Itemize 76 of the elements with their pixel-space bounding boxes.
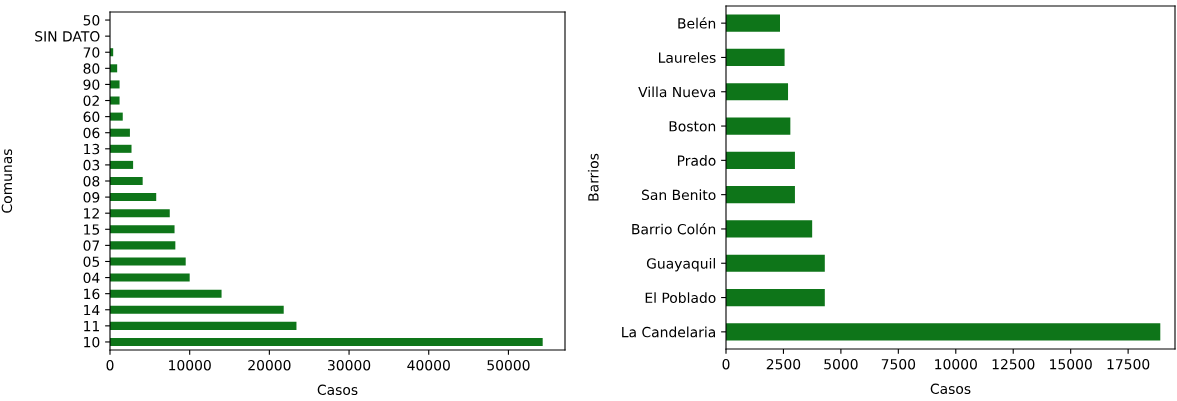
x-tick-label: 30000 bbox=[328, 359, 371, 371]
y-tick-label: 70 bbox=[83, 47, 100, 58]
bar bbox=[110, 176, 143, 186]
bar bbox=[110, 112, 123, 121]
bar bbox=[726, 14, 780, 32]
bar bbox=[110, 321, 297, 330]
y-tick-label: Villa Nueva bbox=[638, 86, 716, 98]
y-tick-label: Prado bbox=[677, 155, 716, 166]
y-tick-label: 80 bbox=[83, 63, 100, 74]
x-tick-label: 7500 bbox=[881, 358, 916, 370]
y-tick-label: 05 bbox=[83, 256, 100, 267]
y-tick-label: 02 bbox=[83, 95, 99, 106]
y-tick-label: San Benito bbox=[641, 189, 716, 201]
bar bbox=[110, 273, 190, 282]
bar bbox=[726, 117, 791, 135]
bar bbox=[110, 80, 120, 89]
bar bbox=[110, 241, 176, 250]
y-tick-label: 15 bbox=[84, 224, 100, 235]
y-tick-label: El Poblado bbox=[645, 292, 716, 304]
bar bbox=[110, 160, 134, 169]
bar bbox=[726, 254, 825, 272]
y-tick-label: 08 bbox=[83, 175, 100, 187]
bar bbox=[110, 257, 186, 266]
x-tick-label: 20000 bbox=[248, 359, 291, 371]
y-tick-label: 90 bbox=[83, 79, 100, 90]
x-tick-label: 50000 bbox=[487, 359, 530, 371]
x-axis-title: Casos bbox=[930, 383, 971, 395]
x-tick-label: 10000 bbox=[169, 359, 211, 371]
y-tick-label: 11 bbox=[84, 321, 99, 332]
x-tick-label: 10000 bbox=[935, 358, 977, 370]
bar bbox=[726, 151, 795, 169]
x-tick-label: 0 bbox=[106, 359, 114, 371]
x-tick-label: 17500 bbox=[1107, 358, 1150, 370]
y-tick-label: 04 bbox=[83, 272, 100, 284]
x-tick-label: 40000 bbox=[407, 359, 450, 371]
bar bbox=[110, 209, 170, 218]
bar bbox=[110, 289, 222, 298]
bar bbox=[726, 186, 795, 204]
bar bbox=[726, 288, 825, 307]
y-tick-label: Guayaquil bbox=[646, 257, 715, 272]
bar bbox=[110, 337, 543, 346]
x-tick-label: 12500 bbox=[992, 358, 1035, 370]
x-axis-title: Casos bbox=[317, 384, 358, 396]
x-tick-label: 2500 bbox=[766, 358, 801, 370]
bar bbox=[726, 83, 789, 101]
bar bbox=[110, 128, 130, 137]
y-tick-label: 03 bbox=[83, 159, 100, 171]
y-tick-label: Laureles bbox=[659, 52, 716, 63]
y-tick-label: 09 bbox=[83, 192, 100, 203]
y-tick-label: La Candelaria bbox=[622, 326, 716, 338]
y-tick-label: 12 bbox=[84, 208, 99, 219]
y-tick-label: 13 bbox=[84, 143, 100, 155]
bar bbox=[726, 323, 1161, 341]
x-tick-label: 5000 bbox=[824, 358, 858, 370]
bar bbox=[110, 96, 120, 105]
x-tick-label: 0 bbox=[722, 358, 730, 370]
y-tick-label: 60 bbox=[83, 111, 100, 123]
bar bbox=[110, 193, 157, 202]
y-axis-title: Barrios bbox=[587, 153, 599, 201]
x-tick-label: 15000 bbox=[1050, 358, 1092, 370]
y-tick-label: Boston bbox=[669, 121, 716, 132]
y-tick-label: 16 bbox=[84, 288, 100, 300]
bar bbox=[110, 305, 284, 314]
y-axis-title: Comunas bbox=[1, 149, 13, 213]
y-tick-label: 14 bbox=[84, 304, 100, 316]
y-tick-label: 10 bbox=[84, 336, 100, 348]
y-tick-label: 07 bbox=[83, 240, 100, 251]
y-tick-label: SIN DATO bbox=[35, 31, 100, 42]
bar bbox=[726, 220, 813, 238]
bar bbox=[726, 48, 785, 67]
bar bbox=[110, 225, 175, 234]
bar bbox=[110, 144, 132, 153]
y-tick-label: 50 bbox=[83, 15, 100, 26]
y-tick-label: Barrio Colón bbox=[632, 223, 716, 235]
y-tick-label: 06 bbox=[83, 127, 100, 139]
y-tick-label: Belén bbox=[678, 17, 716, 29]
